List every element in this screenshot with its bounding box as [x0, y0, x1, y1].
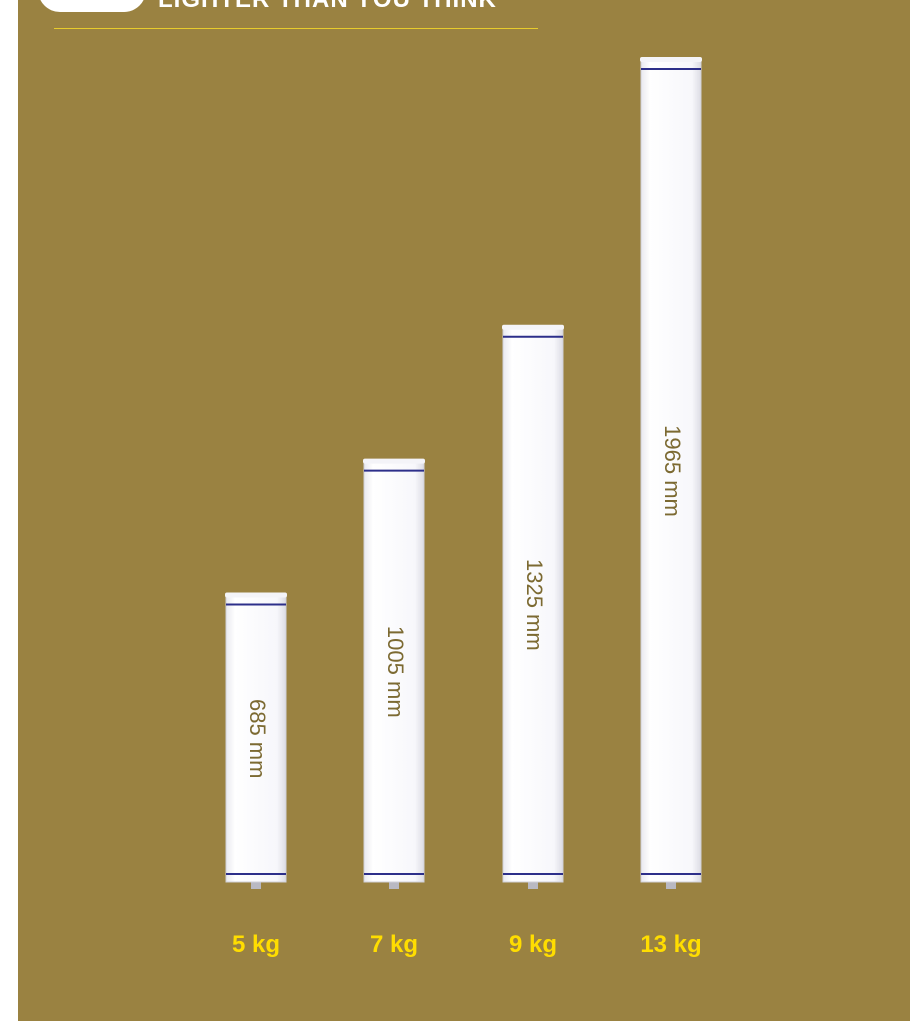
weight-label-3: 9 kg [509, 931, 557, 958]
column-length-label-2: 1005 mm [383, 626, 408, 718]
column-foot-4 [666, 881, 676, 889]
column-length-label-1: 685 mm [245, 699, 270, 778]
header-badge [38, 0, 146, 12]
column-cap-3 [502, 324, 564, 330]
weight-label-4: 13 kg [640, 931, 701, 958]
column-cap-4 [640, 57, 702, 62]
title-underline [54, 28, 538, 29]
column-foot-2 [389, 881, 399, 889]
column-foot-1 [251, 881, 261, 889]
column-length-label-3: 1325 mm [522, 559, 547, 651]
column-cap-1 [225, 592, 287, 598]
column-bar-2 [363, 461, 425, 883]
column-length-label-4: 1965 mm [660, 425, 685, 517]
column-length-chart: 685 mm 5 kg 1005 mm 7 kg 1325 mm 9 kg 1965 mm 1… [225, 57, 702, 958]
column-cap-2 [363, 458, 425, 464]
weight-label-2: 7 kg [370, 931, 418, 958]
column-bar-3 [502, 327, 564, 883]
content-panel: LIGHTER THAN YOU THINK 685 mm 5 kg 1005 mm… [18, 0, 910, 1021]
column-bar-4 [640, 59, 702, 883]
column-foot-3 [528, 881, 538, 889]
weight-label-1: 5 kg [232, 931, 280, 958]
page-title: LIGHTER THAN YOU THINK [158, 0, 497, 12]
column-bar-1 [225, 594, 287, 883]
